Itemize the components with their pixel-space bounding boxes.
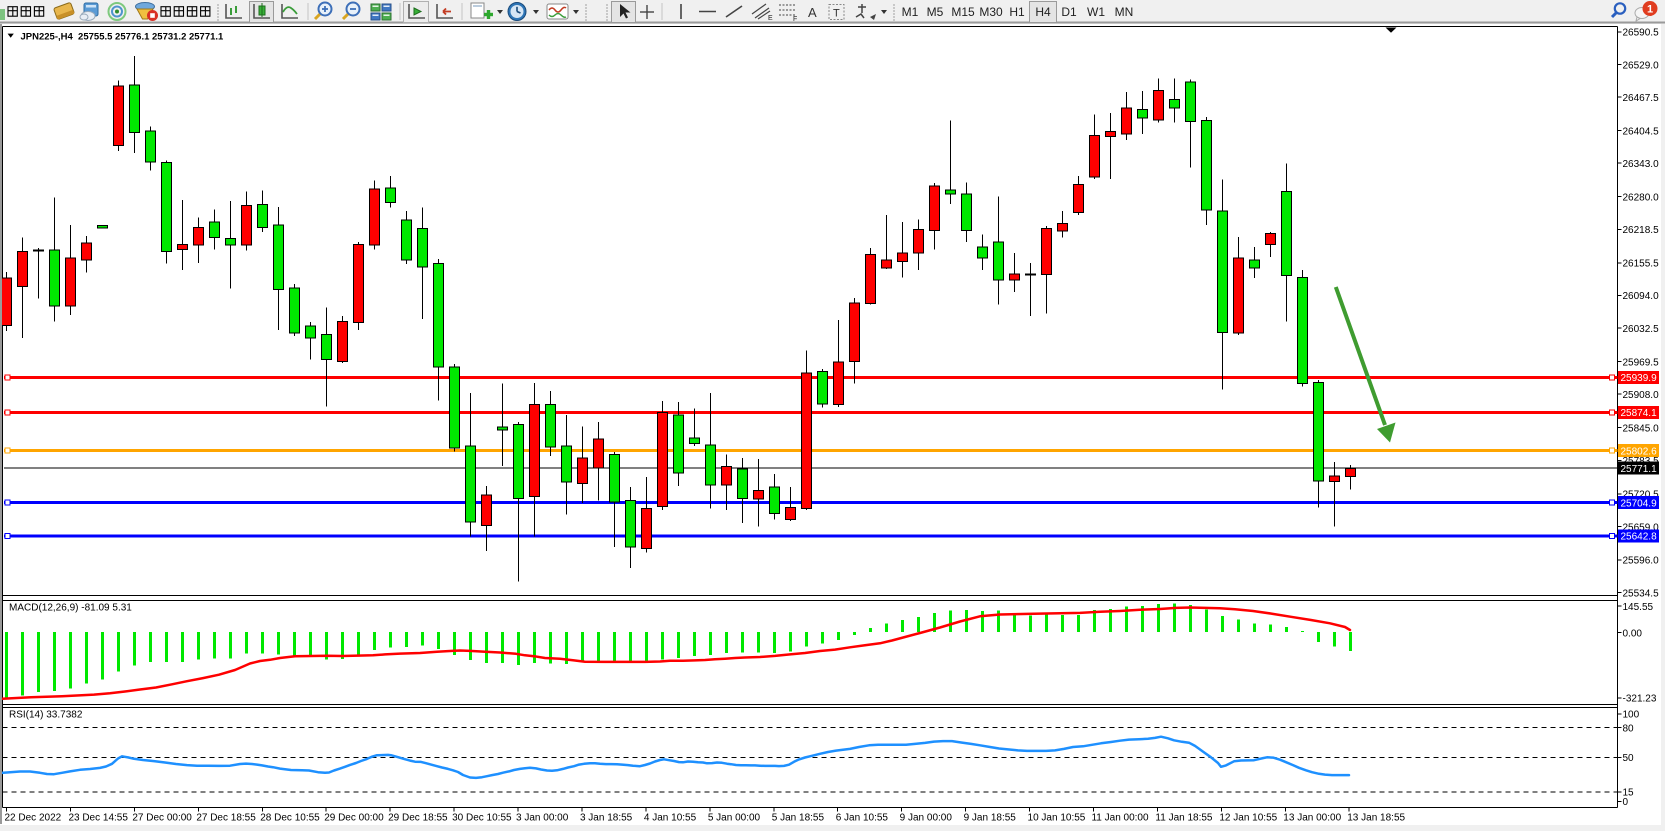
svg-text:30 Dec 10:55: 30 Dec 10:55: [452, 813, 512, 824]
svg-text:A: A: [808, 5, 817, 20]
svg-text:25771.1: 25771.1: [1621, 464, 1658, 475]
svg-text:T: T: [833, 8, 840, 20]
svg-text:26280.0: 26280.0: [1623, 193, 1660, 204]
svg-text:M1: M1: [902, 5, 919, 19]
svg-text:-321.23: -321.23: [1623, 694, 1657, 705]
svg-text:4 Jan 10:55: 4 Jan 10:55: [644, 813, 697, 824]
svg-text:3 Jan 18:55: 3 Jan 18:55: [580, 813, 633, 824]
svg-text:25908.0: 25908.0: [1623, 390, 1660, 401]
svg-text:23 Dec 14:55: 23 Dec 14:55: [68, 813, 128, 824]
svg-text:25874.1: 25874.1: [1621, 408, 1658, 419]
svg-text:22 Dec 2022: 22 Dec 2022: [5, 813, 62, 824]
svg-text:W1: W1: [1087, 5, 1105, 19]
svg-text:26467.5: 26467.5: [1623, 93, 1660, 104]
svg-text:26404.5: 26404.5: [1623, 126, 1660, 137]
svg-text:5 Jan 18:55: 5 Jan 18:55: [772, 813, 825, 824]
svg-text:26343.0: 26343.0: [1623, 159, 1660, 170]
svg-text:M15: M15: [951, 5, 975, 19]
svg-text:M5: M5: [927, 5, 944, 19]
svg-text:26094.0: 26094.0: [1623, 291, 1660, 302]
svg-text:25596.0: 25596.0: [1623, 556, 1660, 567]
svg-text:12 Jan 10:55: 12 Jan 10:55: [1219, 813, 1277, 824]
svg-text:27 Dec 18:55: 27 Dec 18:55: [196, 813, 256, 824]
svg-text:F: F: [793, 16, 797, 23]
svg-text:MN: MN: [1115, 5, 1134, 19]
svg-text:0.00: 0.00: [1623, 628, 1643, 639]
svg-text:145.55: 145.55: [1623, 602, 1654, 613]
svg-text:11 Jan 00:00: 11 Jan 00:00: [1091, 813, 1149, 824]
svg-text:6 Jan 10:55: 6 Jan 10:55: [836, 813, 889, 824]
svg-text:10 Jan 10:55: 10 Jan 10:55: [1028, 813, 1086, 824]
svg-text:25802.6: 25802.6: [1621, 446, 1658, 457]
svg-text:E: E: [768, 15, 773, 22]
svg-text:9 Jan 18:55: 9 Jan 18:55: [964, 813, 1017, 824]
svg-text:JPN225-,H4 25755.5 25776.1 25: JPN225-,H4 25755.5 25776.1 25731.2 25771…: [21, 32, 225, 43]
svg-text:M30: M30: [979, 5, 1003, 19]
svg-text:26529.0: 26529.0: [1623, 60, 1660, 71]
svg-text:29 Dec 00:00: 29 Dec 00:00: [324, 813, 384, 824]
svg-text:25969.5: 25969.5: [1623, 357, 1660, 368]
svg-text:H1: H1: [1009, 5, 1025, 19]
svg-text:80: 80: [1623, 723, 1635, 734]
svg-text:25642.8: 25642.8: [1621, 532, 1658, 543]
svg-text:15: 15: [1623, 788, 1635, 799]
svg-text:25704.9: 25704.9: [1621, 498, 1658, 509]
svg-text:0: 0: [1623, 797, 1629, 808]
svg-text:13 Jan 00:00: 13 Jan 00:00: [1283, 813, 1341, 824]
svg-text:D1: D1: [1061, 5, 1077, 19]
svg-text:25720.5: 25720.5: [1623, 490, 1660, 501]
svg-text:50: 50: [1623, 753, 1635, 764]
svg-text:28 Dec 10:55: 28 Dec 10:55: [260, 813, 320, 824]
svg-text:25659.0: 25659.0: [1623, 522, 1660, 533]
svg-text:27 Dec 00:00: 27 Dec 00:00: [132, 813, 192, 824]
svg-text:5 Jan 00:00: 5 Jan 00:00: [708, 813, 761, 824]
svg-text:26155.5: 26155.5: [1623, 259, 1660, 270]
svg-text:29 Dec 18:55: 29 Dec 18:55: [388, 813, 448, 824]
svg-text:26218.5: 26218.5: [1623, 225, 1660, 236]
svg-text:26032.5: 26032.5: [1623, 324, 1660, 335]
svg-text:25845.0: 25845.0: [1623, 424, 1660, 435]
svg-text:H4: H4: [1035, 5, 1051, 19]
svg-text:25534.5: 25534.5: [1623, 588, 1660, 599]
svg-text:1: 1: [1647, 4, 1653, 16]
svg-text:9 Jan 00:00: 9 Jan 00:00: [900, 813, 953, 824]
svg-text:RSI(14) 33.7382: RSI(14) 33.7382: [9, 710, 83, 721]
svg-text:26590.5: 26590.5: [1623, 28, 1660, 39]
svg-text:MACD(12,26,9) -81.09 5.31: MACD(12,26,9) -81.09 5.31: [9, 603, 132, 614]
svg-text:13 Jan 18:55: 13 Jan 18:55: [1347, 813, 1405, 824]
svg-text:3 Jan 00:00: 3 Jan 00:00: [516, 813, 569, 824]
svg-text:25939.9: 25939.9: [1621, 373, 1658, 384]
svg-text:100: 100: [1623, 710, 1640, 721]
svg-text:11 Jan 18:55: 11 Jan 18:55: [1155, 813, 1213, 824]
